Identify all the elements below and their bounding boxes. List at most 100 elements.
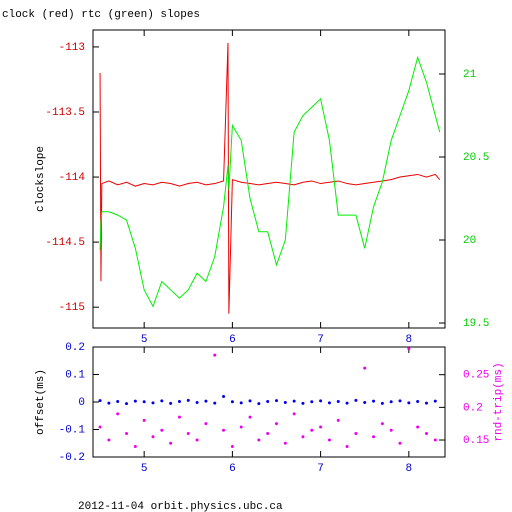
data-point bbox=[301, 435, 305, 439]
data-point bbox=[327, 438, 331, 442]
data-point bbox=[160, 399, 164, 403]
y-tick-label: 0.2 bbox=[65, 342, 85, 354]
data-point bbox=[133, 445, 137, 449]
data-point bbox=[248, 399, 252, 403]
y-tick-label: -114.5 bbox=[45, 237, 85, 249]
x-tick-label: 8 bbox=[406, 463, 413, 475]
data-point bbox=[239, 425, 243, 429]
data-point bbox=[283, 401, 287, 405]
data-point bbox=[363, 401, 367, 405]
y2-axis-label: rnd-trip(ms) bbox=[493, 362, 505, 441]
x-tick-label: 5 bbox=[141, 334, 148, 346]
data-point bbox=[345, 401, 349, 405]
data-point bbox=[204, 399, 208, 403]
data-point bbox=[319, 399, 323, 403]
data-point bbox=[292, 412, 296, 416]
y2-tick-label: 0.15 bbox=[463, 435, 489, 447]
data-point bbox=[116, 399, 120, 403]
data-point bbox=[372, 435, 376, 439]
y2-tick-label: 19.5 bbox=[463, 318, 489, 330]
data-point bbox=[380, 422, 384, 426]
data-point bbox=[416, 425, 420, 429]
x-tick-label: 5 bbox=[141, 463, 148, 475]
data-point bbox=[380, 401, 384, 405]
data-point bbox=[389, 400, 393, 404]
data-point bbox=[398, 399, 402, 403]
data-point bbox=[213, 401, 217, 405]
y-tick-label: 0 bbox=[78, 397, 85, 409]
y-tick-label: -0.2 bbox=[59, 452, 85, 464]
data-point bbox=[230, 400, 234, 404]
data-point bbox=[363, 366, 367, 370]
data-point bbox=[195, 438, 199, 442]
data-point bbox=[336, 418, 340, 422]
data-point bbox=[345, 445, 349, 449]
data-point bbox=[195, 401, 199, 405]
data-point bbox=[310, 400, 314, 404]
data-point bbox=[151, 435, 155, 439]
data-point bbox=[125, 402, 129, 406]
data-point bbox=[239, 401, 243, 405]
y-tick-label: -0.1 bbox=[59, 424, 86, 436]
data-point bbox=[186, 398, 190, 402]
data-point bbox=[266, 431, 270, 435]
data-point bbox=[283, 441, 287, 445]
data-point bbox=[407, 401, 411, 405]
data-point bbox=[433, 438, 437, 442]
y2-tick-label: 0.2 bbox=[463, 402, 483, 414]
data-point bbox=[319, 425, 323, 429]
x-tick-label: 7 bbox=[317, 334, 324, 346]
data-point bbox=[266, 399, 270, 403]
data-point bbox=[230, 445, 234, 449]
data-point bbox=[407, 347, 411, 351]
data-point bbox=[169, 441, 173, 445]
data-point bbox=[142, 418, 146, 422]
y2-tick-label: 20.5 bbox=[463, 152, 489, 164]
data-point bbox=[222, 428, 226, 432]
data-point bbox=[354, 431, 358, 435]
x-tick-label: 8 bbox=[406, 334, 413, 346]
data-point bbox=[177, 415, 181, 419]
data-point bbox=[416, 399, 420, 403]
y2-tick-label: 0.25 bbox=[463, 370, 489, 382]
data-point bbox=[98, 399, 102, 403]
chart-title: clock (red) rtc (green) slopes bbox=[2, 9, 200, 21]
data-point bbox=[160, 428, 164, 432]
data-point bbox=[116, 412, 120, 416]
data-point bbox=[125, 431, 129, 435]
data-point bbox=[142, 400, 146, 404]
y2-tick-label: 21 bbox=[463, 69, 477, 81]
data-point bbox=[424, 431, 428, 435]
data-point bbox=[107, 401, 111, 405]
data-point bbox=[177, 399, 181, 403]
data-line bbox=[99, 42, 441, 314]
data-point bbox=[98, 425, 102, 429]
data-point bbox=[327, 401, 331, 405]
data-point bbox=[274, 422, 278, 426]
data-point bbox=[257, 438, 261, 442]
data-point bbox=[310, 428, 314, 432]
y-tick-label: -115 bbox=[59, 302, 85, 314]
data-point bbox=[274, 399, 278, 403]
y2-tick-label: 20 bbox=[463, 235, 476, 247]
data-point bbox=[433, 399, 437, 403]
data-point bbox=[372, 399, 376, 403]
data-point bbox=[204, 422, 208, 426]
y-tick-label: -113 bbox=[59, 42, 85, 54]
data-point bbox=[424, 401, 428, 405]
data-point bbox=[107, 438, 111, 442]
y-tick-label: 0.1 bbox=[65, 369, 85, 381]
data-point bbox=[169, 401, 173, 405]
data-point bbox=[389, 428, 393, 432]
x-tick-label: 7 bbox=[317, 463, 324, 475]
data-point bbox=[257, 402, 261, 406]
y-tick-label: -113.5 bbox=[45, 107, 85, 119]
plot-frame bbox=[92, 29, 446, 329]
data-line bbox=[99, 55, 441, 308]
y-axis-label: offset(ms) bbox=[35, 369, 47, 435]
data-point bbox=[186, 431, 190, 435]
data-point bbox=[292, 399, 296, 403]
data-point bbox=[336, 399, 340, 403]
